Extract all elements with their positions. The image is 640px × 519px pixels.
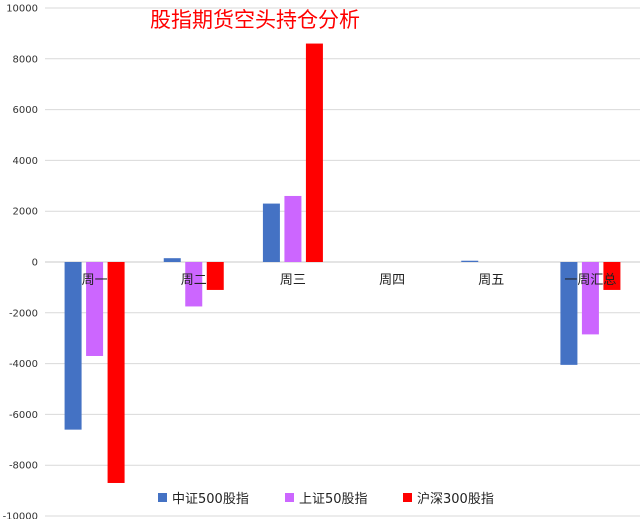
category-label: 周四 <box>379 273 405 288</box>
bar <box>185 262 203 307</box>
bar <box>163 258 181 262</box>
category-label: 周一 <box>82 273 108 288</box>
y-tick-label: 6000 <box>13 105 38 116</box>
bar <box>206 262 224 290</box>
bar <box>581 262 599 335</box>
bar <box>284 195 302 262</box>
bars <box>64 43 621 483</box>
category-label: 一周汇总 <box>564 273 616 288</box>
legend-swatch <box>158 493 167 502</box>
bar <box>107 262 125 483</box>
bar <box>262 203 280 262</box>
legend-label: 上证50股指 <box>299 492 368 507</box>
legend-label: 中证500股指 <box>172 492 249 507</box>
y-tick-label: -2000 <box>9 308 38 319</box>
legend-swatch <box>285 493 294 502</box>
y-tick-label: -4000 <box>9 359 38 370</box>
bar <box>560 262 578 365</box>
y-tick-label: 4000 <box>13 156 38 167</box>
category-labels: 周一 周二 周三 周四 周五 一周汇总 <box>82 273 617 288</box>
y-tick-label: -10000 <box>3 512 38 519</box>
y-tick-label: 10000 <box>6 4 38 15</box>
bar <box>64 262 82 430</box>
bar <box>305 43 323 263</box>
y-tick-label: 0 <box>32 258 38 269</box>
chart-title: 股指期货空头持仓分析 <box>150 8 360 32</box>
gridlines <box>45 7 640 517</box>
y-tick-label: 8000 <box>13 54 38 65</box>
legend-label: 沪深300股指 <box>417 491 494 507</box>
category-label: 周二 <box>181 273 207 288</box>
bar <box>461 260 479 262</box>
category-label: 周五 <box>478 273 504 288</box>
y-axis-tick-labels: 10000 8000 6000 4000 2000 0 -2000 -4000 -6000 -80… <box>3 4 38 519</box>
legend: 中证500股指 上证50股指 沪深300股指 <box>158 491 494 507</box>
y-tick-label: -6000 <box>9 410 38 421</box>
bar <box>86 262 104 356</box>
bar <box>603 262 621 290</box>
category-label: 周三 <box>280 273 306 288</box>
y-tick-label: -8000 <box>9 461 38 472</box>
y-tick-label: 2000 <box>13 207 38 218</box>
legend-swatch <box>403 493 412 502</box>
